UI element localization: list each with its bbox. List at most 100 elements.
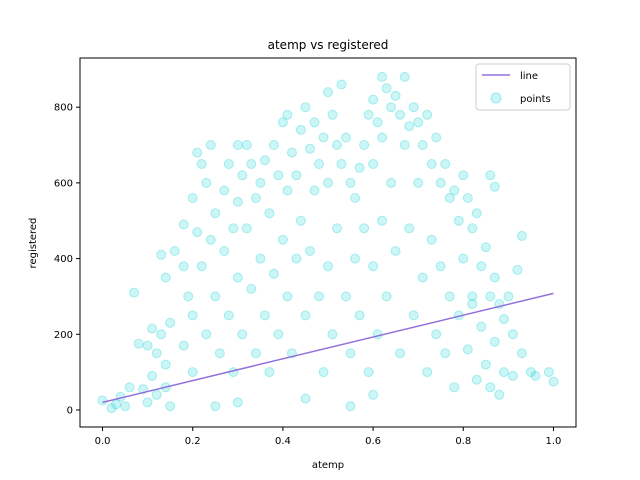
scatter-point bbox=[178, 340, 189, 351]
scatter-point bbox=[417, 272, 428, 283]
legend-label-points: points bbox=[520, 94, 551, 105]
scatter-point bbox=[480, 242, 491, 253]
scatter-point bbox=[471, 374, 482, 385]
x-axis: 0.0 0.2 0.4 0.6 0.8 1.0 bbox=[95, 427, 562, 447]
scatter-point bbox=[291, 253, 302, 264]
scatter-point bbox=[381, 83, 392, 94]
scatter-point bbox=[97, 395, 108, 406]
scatter-point bbox=[124, 382, 135, 393]
scatter-point bbox=[386, 177, 397, 188]
scatter-point bbox=[300, 102, 311, 113]
scatter-point bbox=[318, 132, 329, 143]
scatter-point bbox=[120, 401, 131, 412]
scatter-point bbox=[404, 223, 415, 234]
scatter-point bbox=[246, 283, 257, 294]
scatter-point bbox=[458, 253, 469, 264]
scatter-point bbox=[160, 359, 171, 370]
scatter-point bbox=[354, 162, 365, 173]
scatter-point bbox=[187, 193, 198, 203]
scatter-point bbox=[255, 253, 266, 264]
plot-frame bbox=[79, 57, 577, 428]
scatter-point bbox=[431, 329, 442, 340]
scatter-point bbox=[354, 310, 365, 321]
scatter-point bbox=[350, 193, 361, 203]
scatter-point bbox=[160, 272, 171, 283]
scatter-point bbox=[178, 261, 189, 272]
scatter-point bbox=[241, 140, 252, 150]
scatter-point bbox=[246, 159, 257, 169]
scatter-point bbox=[341, 291, 351, 302]
x-tick-label: 1.0 bbox=[546, 436, 562, 447]
scatter-point bbox=[336, 159, 347, 169]
y-axis: 0 200 400 600 800 bbox=[54, 103, 80, 416]
scatter-point bbox=[516, 348, 527, 359]
scatter-point bbox=[363, 109, 374, 120]
legend: line points bbox=[475, 63, 571, 111]
scatter-point bbox=[264, 367, 275, 378]
scatter-point bbox=[368, 94, 379, 105]
scatter-point bbox=[480, 359, 491, 370]
scatter-point bbox=[417, 140, 428, 150]
scatter-point bbox=[205, 234, 216, 245]
scatter-point bbox=[291, 170, 302, 181]
x-axis-label: atemp bbox=[312, 460, 344, 471]
scatter-point bbox=[192, 227, 203, 238]
scatter-point bbox=[512, 264, 523, 275]
legend-label-line: line bbox=[520, 71, 538, 82]
x-tick-label: 0.6 bbox=[365, 436, 381, 447]
scatter-point bbox=[462, 344, 473, 355]
scatter-point bbox=[498, 367, 509, 378]
scatter-point bbox=[467, 291, 478, 302]
scatter-point bbox=[142, 397, 153, 408]
scatter-point bbox=[250, 348, 261, 359]
scatter-point bbox=[377, 132, 388, 143]
scatter-point bbox=[359, 140, 370, 150]
scatter-point bbox=[228, 223, 239, 234]
scatter-point bbox=[205, 140, 216, 150]
scatter-point bbox=[151, 389, 162, 400]
scatter-point bbox=[377, 71, 388, 82]
scatter-point bbox=[530, 370, 541, 381]
scatter-point bbox=[259, 155, 270, 166]
scatter-point bbox=[232, 140, 243, 150]
scatter-point bbox=[485, 382, 496, 393]
scatter-point bbox=[444, 291, 455, 302]
y-tick-label: 200 bbox=[54, 330, 73, 341]
scatter-point bbox=[327, 109, 338, 120]
scatter-point bbox=[323, 87, 333, 98]
scatter-point bbox=[431, 132, 442, 143]
scatter-point bbox=[300, 393, 311, 404]
scatter-point bbox=[282, 109, 293, 120]
scatter-point bbox=[408, 310, 419, 321]
scatter-point bbox=[426, 234, 437, 245]
scatter-point bbox=[259, 310, 270, 321]
scatter-point bbox=[345, 177, 356, 188]
y-tick-label: 0 bbox=[67, 405, 73, 416]
scatter-point bbox=[345, 348, 356, 359]
scatter-point bbox=[178, 219, 189, 230]
scatter-point bbox=[372, 329, 383, 340]
scatter-point bbox=[268, 140, 279, 150]
scatter-point bbox=[282, 291, 293, 302]
scatter-point bbox=[332, 140, 342, 150]
scatter-point bbox=[498, 314, 509, 325]
scatter-point bbox=[165, 317, 176, 328]
scatter-point bbox=[232, 397, 243, 408]
scatter-point bbox=[503, 291, 514, 302]
scatter-point bbox=[404, 121, 415, 132]
scatter-point bbox=[165, 401, 176, 412]
scatter-point bbox=[381, 291, 392, 302]
x-tick-label: 0.4 bbox=[275, 436, 291, 447]
scatter-point bbox=[237, 170, 248, 181]
scatter-point bbox=[485, 291, 496, 302]
scatter-point bbox=[210, 291, 221, 302]
scatter-point bbox=[507, 329, 518, 340]
scatter-point bbox=[309, 185, 320, 196]
scatter-point bbox=[422, 109, 433, 120]
scatter-point bbox=[462, 193, 473, 203]
scatter-point bbox=[435, 261, 446, 272]
scatter-point bbox=[467, 223, 478, 234]
scatter-point bbox=[395, 348, 406, 359]
scatter-point bbox=[286, 147, 297, 158]
scatter-point bbox=[440, 348, 451, 359]
